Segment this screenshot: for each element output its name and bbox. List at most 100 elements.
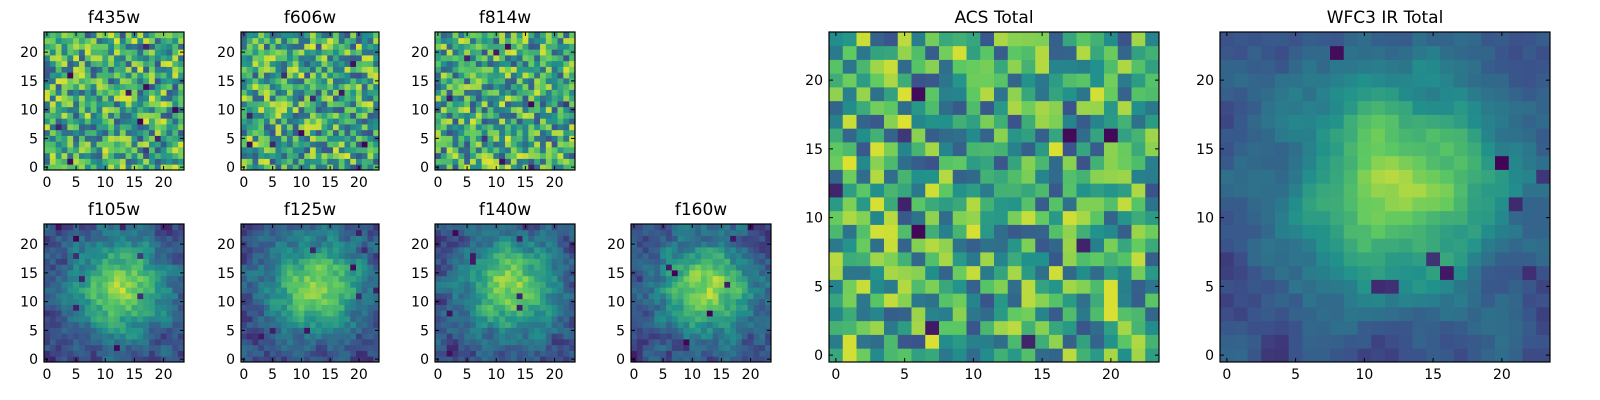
heatmap-cell — [327, 339, 334, 346]
heatmap-cell — [315, 275, 322, 282]
heatmap-cell — [327, 135, 334, 142]
heatmap-cell — [125, 235, 132, 242]
heatmap-cell — [759, 298, 766, 305]
heatmap-cell — [666, 281, 673, 288]
heatmap-cell — [90, 32, 97, 39]
heatmap-cell — [829, 210, 844, 225]
heatmap-cell — [741, 304, 749, 311]
heatmap-cell — [131, 275, 138, 282]
heatmap-cell — [475, 247, 483, 254]
heatmap-cell — [966, 238, 981, 253]
heatmap-cell — [440, 60, 448, 67]
y-tick-label: 15 — [217, 266, 235, 282]
heatmap-cell — [452, 264, 459, 271]
heatmap-cell — [557, 112, 564, 119]
heatmap-cell — [648, 252, 655, 259]
heatmap-cell — [49, 258, 57, 265]
heatmap-cell — [178, 129, 185, 136]
heatmap-cell — [137, 89, 144, 96]
heatmap-cell — [252, 152, 259, 159]
heatmap-cell — [1385, 348, 1400, 363]
heatmap-cell — [557, 247, 564, 254]
heatmap-cell — [321, 43, 328, 50]
heatmap-cell — [149, 147, 156, 154]
heatmap-cell — [1035, 45, 1050, 60]
heatmap-cell — [1035, 279, 1050, 294]
heatmap-cell — [102, 147, 109, 154]
heatmap-cell — [178, 55, 185, 62]
heatmap-cell — [551, 316, 558, 323]
heatmap-cell — [44, 333, 51, 340]
heatmap-cell — [753, 310, 760, 317]
heatmap-cell — [102, 78, 109, 85]
heatmap-cell — [636, 298, 644, 305]
heatmap-cell — [102, 95, 109, 102]
heatmap-cell — [528, 152, 535, 159]
heatmap-cell — [528, 310, 535, 317]
heatmap-cell — [143, 112, 150, 119]
heatmap-cell — [510, 141, 518, 148]
y-tick-label: 10 — [217, 295, 235, 311]
heatmap-cell — [980, 252, 995, 267]
heatmap-cell — [759, 321, 766, 328]
heatmap-cell — [172, 164, 179, 171]
heatmap-cell — [458, 258, 465, 265]
heatmap-cell — [870, 252, 885, 267]
heatmap-cell — [67, 124, 74, 131]
heatmap-cell — [96, 95, 103, 102]
heatmap-cell — [79, 270, 86, 277]
heatmap-cell — [102, 141, 109, 148]
heatmap-cell — [315, 124, 322, 131]
heatmap-cell — [636, 333, 644, 340]
heatmap-cell — [304, 321, 311, 328]
heatmap-cell — [361, 241, 368, 248]
heatmap-cell — [510, 55, 518, 62]
heatmap-cell — [980, 348, 995, 363]
heatmap-cell — [1131, 142, 1146, 157]
heatmap-cell — [516, 344, 523, 351]
heatmap-cell — [481, 147, 488, 154]
heatmap-cell — [446, 258, 453, 265]
heatmap-cell — [759, 275, 766, 282]
heatmap-cell — [114, 37, 121, 44]
heatmap-cell — [636, 310, 644, 317]
heatmap-cell — [563, 60, 570, 67]
heatmap-cell — [252, 37, 259, 44]
heatmap-cell — [90, 333, 97, 340]
heatmap-cell — [475, 147, 483, 154]
heatmap-cell — [292, 224, 299, 231]
heatmap-cell — [551, 112, 558, 119]
heatmap-cell — [137, 124, 144, 131]
heatmap-cell — [356, 83, 363, 90]
heatmap-cell — [102, 293, 109, 300]
heatmap-cell — [551, 55, 558, 62]
heatmap-cell — [1145, 307, 1160, 322]
heatmap-cell — [1145, 100, 1160, 115]
heatmap-cell — [315, 101, 322, 108]
heatmap-cell — [154, 293, 162, 300]
heatmap-cell — [1343, 320, 1358, 335]
heatmap-cell — [677, 224, 684, 231]
heatmap-cell — [61, 164, 68, 171]
heatmap-cell — [178, 344, 185, 351]
heatmap-cell — [154, 344, 162, 351]
heatmap-cell — [275, 241, 282, 248]
heatmap-cell — [90, 241, 97, 248]
heatmap-cell — [102, 327, 109, 334]
heatmap-cell — [102, 339, 109, 346]
heatmap-cell — [925, 87, 940, 102]
heatmap-cell — [269, 281, 276, 288]
heatmap-cell — [160, 316, 167, 323]
heatmap-cell — [534, 339, 541, 346]
x-tick-label: 5 — [463, 367, 472, 383]
heatmap-cell — [563, 83, 570, 90]
heatmap-cell — [1062, 114, 1077, 129]
heatmap-cell — [258, 124, 265, 131]
heatmap-cell — [671, 321, 679, 328]
heatmap-cell — [677, 258, 684, 265]
heatmap-cell — [269, 304, 276, 311]
heatmap-cell — [765, 350, 772, 357]
heatmap-cell — [79, 281, 86, 288]
heatmap-cell — [373, 275, 380, 282]
